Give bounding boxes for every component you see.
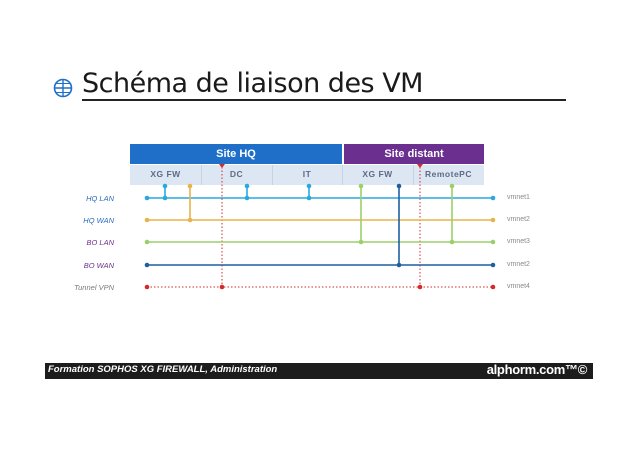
node-remotepc: RemotePC bbox=[425, 169, 472, 179]
junction-dot bbox=[449, 239, 455, 245]
junction-dot bbox=[219, 284, 225, 290]
endpoint-dot bbox=[144, 284, 150, 290]
port-dot bbox=[449, 183, 455, 189]
endpoint-dot bbox=[490, 217, 496, 223]
vmnet-label: vmnet2 bbox=[507, 261, 530, 268]
net-label-vpn: Tunnel VPN bbox=[74, 283, 114, 292]
node-divider bbox=[413, 165, 414, 185]
port-dot bbox=[358, 183, 364, 189]
footer-bar: Formation SOPHOS XG FIREWALL, Administra… bbox=[45, 362, 593, 379]
junction-dot bbox=[417, 284, 423, 290]
node-divider bbox=[201, 165, 202, 185]
endpoint-dot bbox=[490, 284, 496, 290]
net-label-hq-wan: HQ WAN bbox=[83, 216, 114, 225]
net-label-bo-lan: BO LAN bbox=[86, 238, 114, 247]
junction-dot bbox=[162, 195, 168, 201]
endpoint-dot bbox=[490, 195, 496, 201]
vmnet-label: vmnet1 bbox=[507, 194, 530, 201]
junction-dot bbox=[244, 195, 250, 201]
junction-dot bbox=[187, 217, 193, 223]
port-dot bbox=[244, 183, 250, 189]
nodes-row bbox=[130, 165, 484, 185]
site-remote-header: Site distant bbox=[344, 144, 484, 164]
footer-course-title: Formation SOPHOS XG FIREWALL, Administra… bbox=[48, 364, 278, 375]
endpoint-dot bbox=[490, 239, 496, 245]
vmnet-label: vmnet3 bbox=[507, 238, 530, 245]
node-it: IT bbox=[302, 169, 312, 179]
endpoint-dot bbox=[144, 239, 150, 245]
net-label-hq-lan: HQ LAN bbox=[86, 194, 114, 203]
port-dot bbox=[187, 183, 193, 189]
endpoint-dot bbox=[490, 262, 496, 268]
site-hq-header: Site HQ bbox=[130, 144, 342, 164]
node-dc: DC bbox=[229, 169, 244, 179]
node-xgfw-hq: XG FW bbox=[150, 169, 181, 179]
endpoint-dot bbox=[144, 217, 150, 223]
vpn-marker-remote bbox=[417, 164, 423, 168]
title-underline bbox=[82, 99, 566, 101]
brand-logo: alphorm.com™© bbox=[486, 362, 588, 377]
vpn-marker-hq bbox=[219, 164, 225, 168]
junction-dot bbox=[396, 262, 402, 268]
vmnet-label: vmnet4 bbox=[507, 283, 530, 290]
port-dot bbox=[162, 183, 168, 189]
junction-dot bbox=[306, 195, 312, 201]
vmnet-label: vmnet2 bbox=[507, 216, 530, 223]
endpoint-dot bbox=[144, 262, 150, 268]
globe-icon bbox=[53, 78, 73, 98]
endpoint-dot bbox=[144, 195, 150, 201]
node-divider bbox=[342, 165, 343, 185]
junction-dot bbox=[358, 239, 364, 245]
port-dot bbox=[306, 183, 312, 189]
page-title: Schéma de liaison des VM bbox=[82, 68, 423, 99]
net-label-bo-wan: BO WAN bbox=[83, 261, 114, 270]
node-divider bbox=[272, 165, 273, 185]
node-xgfw-remote: XG FW bbox=[362, 169, 393, 179]
port-dot bbox=[396, 183, 402, 189]
